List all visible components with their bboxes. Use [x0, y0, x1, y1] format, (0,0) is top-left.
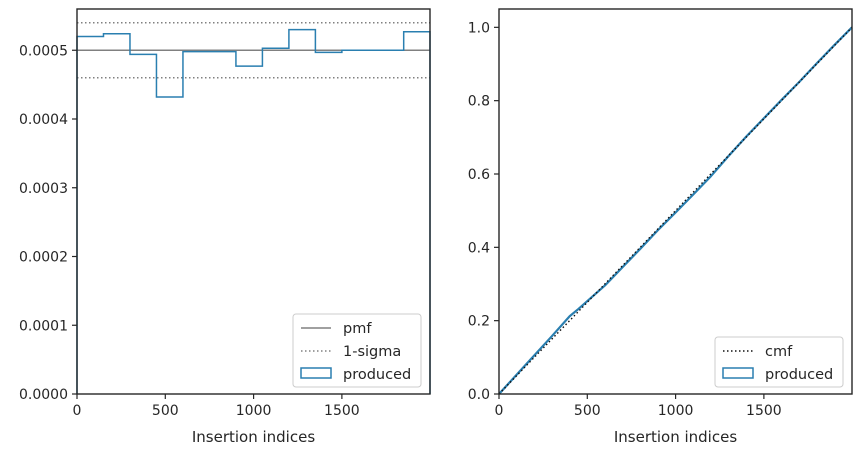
cmf-chart: 0 500 1000 1500 0.0 0.2 0.4 0.6 0.8 1.0 Insertion… [468, 8, 853, 446]
cmf-chart-xtick-label: 500 [574, 403, 601, 419]
pmf-legend-swatch-produced [300, 367, 332, 379]
cmf-chart-ytick-label: 0.0 [468, 387, 490, 403]
cmf-line [498, 26, 853, 395]
cmf-legend-label-cmf: cmf [765, 344, 793, 360]
pmf-chart-ticks: 0 500 1000 1500 0.0000 0.0001 0.0002 0.0003 0.00… [19, 43, 360, 419]
pmf-chart-xtick-label: 0 [73, 403, 82, 419]
pmf-chart-legend: pmf 1-sigma produced [292, 313, 422, 388]
pmf-chart-ytick-label: 0.0003 [19, 181, 68, 197]
pmf-chart-ytick-label: 0.0002 [19, 250, 68, 266]
pmf-legend-label-pmf: pmf [343, 321, 372, 337]
pmf-chart-ytick-label: 0.0004 [19, 112, 68, 128]
cmf-chart-xtick-label: 1000 [658, 403, 694, 419]
cmf-chart-xtick-label: 1500 [746, 403, 782, 419]
cmf-chart-ytick-label: 0.4 [468, 240, 490, 256]
cmf-chart-ytick-label: 0.2 [468, 314, 490, 330]
cmf-chart-xtick-label: 0 [495, 403, 504, 419]
pmf-chart-xlabel: Insertion indices [192, 428, 315, 446]
pmf-legend-label-sigma: 1-sigma [343, 344, 401, 360]
pmf-chart-ytick-label: 0.0001 [19, 318, 68, 334]
cmf-legend-box [714, 336, 844, 388]
cmf-chart-ticks: 0 500 1000 1500 0.0 0.2 0.4 0.6 0.8 1.0 [468, 20, 782, 419]
cmf-chart-ytick-label: 1.0 [468, 20, 490, 36]
pmf-chart-xtick-label: 500 [152, 403, 179, 419]
cmf-chart-marks [498, 26, 853, 395]
cmf-chart-xlabel: Insertion indices [614, 428, 737, 446]
pmf-chart-xtick-label: 1500 [324, 403, 360, 419]
cmf-legend-label-produced: produced [765, 367, 833, 383]
pmf-chart-marks [76, 22, 431, 394]
pmf-chart-ytick-label: 0.0000 [19, 387, 68, 403]
pmf-chart-ytick-label: 0.0005 [19, 43, 68, 59]
cmf-chart-ytick-label: 0.8 [468, 94, 490, 110]
cmf-legend-swatch-produced [722, 367, 754, 379]
pmf-chart-xtick-label: 1000 [236, 403, 272, 419]
cmf-chart-ytick-label: 0.6 [468, 167, 490, 183]
produced-step-histogram [76, 28, 431, 394]
cmf-chart-legend: cmf produced [714, 336, 844, 388]
pmf-chart: 0 500 1000 1500 0.0000 0.0001 0.0002 0.0003 0.00… [19, 8, 431, 446]
pmf-legend-label-produced: produced [343, 367, 411, 383]
